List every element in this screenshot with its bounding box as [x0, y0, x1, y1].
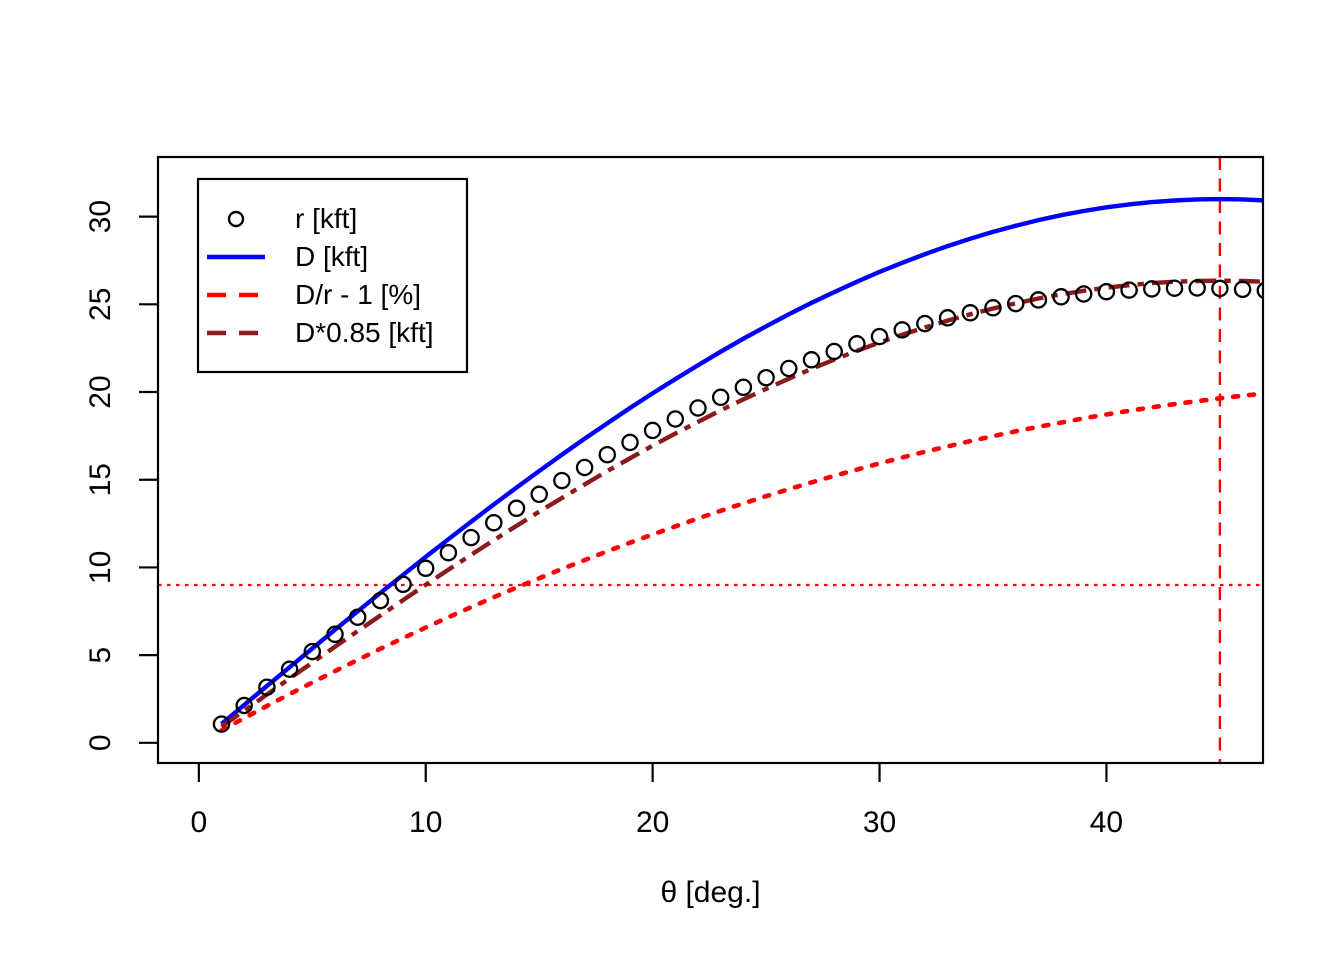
series-points-r-kft-: [212, 279, 1263, 733]
y-axis-tick-label: 5: [84, 647, 117, 664]
data-point-circle: [575, 458, 594, 477]
data-point-circle: [870, 327, 889, 346]
legend-box: [196, 177, 469, 374]
data-point-circle: [462, 528, 480, 547]
legend-entry: D/r - 1 [%]: [207, 279, 421, 310]
x-axis-tick-label: 20: [636, 806, 669, 839]
y-axis-tick-label: 20: [84, 375, 117, 408]
y-axis-tick-label: 0: [84, 734, 117, 751]
legend-label: D [kft]: [295, 241, 368, 272]
data-point-circle: [1052, 288, 1070, 306]
legend-entry: r [kft]: [227, 203, 357, 234]
legend: r [kft] D [kft] D/r - 1 [%] D*0.85 [kft]: [196, 177, 469, 374]
series-line-d-r-1-: [219, 391, 1263, 733]
data-point-circle: [507, 499, 526, 518]
legend-label: D*0.85 [kft]: [295, 317, 434, 348]
x-axis: 0 10 20 30 40: [190, 763, 1123, 839]
data-point-circle: [780, 359, 798, 378]
data-point-circle: [621, 433, 639, 452]
legend-label: D/r - 1 [%]: [295, 279, 421, 310]
data-point-circle: [394, 575, 412, 594]
data-point-circle: [280, 660, 299, 678]
data-point-circle: [1097, 282, 1116, 301]
data-point-circle: [802, 351, 821, 369]
data-point-circle: [1006, 294, 1025, 313]
data-point-circle: [326, 625, 344, 644]
data-point-circle: [848, 335, 866, 353]
data-point-circle: [961, 304, 980, 322]
data-point-circle: [938, 309, 957, 327]
data-point-circle: [734, 378, 753, 397]
data-point-circle: [1074, 285, 1093, 303]
data-point-circle: [303, 642, 322, 661]
x-axis-tick-label: 30: [863, 806, 896, 839]
data-point-circle: [893, 321, 911, 339]
data-point-circle: [439, 543, 458, 562]
plot-area-border: [156, 155, 1265, 765]
x-axis-tick-label: 10: [409, 806, 442, 839]
legend-entry: D*0.85 [kft]: [207, 317, 434, 348]
data-point-circle: [1233, 280, 1252, 299]
data-point-circle: [1256, 282, 1263, 299]
data-point-circle: [212, 715, 231, 733]
data-point-circle: [553, 471, 571, 490]
data-point-circle: [258, 678, 276, 696]
legend-label: r [kft]: [295, 203, 357, 234]
data-point-circle: [916, 314, 934, 333]
data-point-circle: [825, 342, 843, 361]
data-point-circle: [689, 399, 707, 417]
y-axis-tick-label: 25: [84, 288, 117, 321]
data-point-circle: [1188, 279, 1206, 297]
y-axis: 0 5 10 15 20 25 30: [84, 200, 158, 751]
data-point-circle: [711, 388, 730, 407]
x-axis-tick-label: 0: [190, 806, 207, 839]
data-point-circle: [1211, 279, 1229, 298]
x-axis-title: θ [deg.]: [660, 876, 760, 909]
data-point-circle: [371, 591, 390, 610]
data-point-circle: [485, 513, 503, 532]
y-axis-tick-label: 15: [84, 463, 117, 496]
data-point-circle: [598, 445, 617, 464]
data-point-circle: [348, 608, 367, 626]
y-axis-tick-label: 30: [84, 200, 117, 233]
data-point-circle: [416, 559, 435, 578]
data-point-circle: [666, 410, 685, 428]
data-point-circle: [530, 485, 548, 504]
data-point-circle: [984, 299, 1002, 317]
plot-area: [158, 157, 1263, 763]
series-line-d-0-85-kft-: [220, 278, 1263, 729]
data-point-circle: [1165, 279, 1184, 297]
data-point-circle: [1029, 291, 1048, 309]
y-axis-tick-label: 10: [84, 551, 117, 584]
x-axis-tick-label: 40: [1090, 806, 1123, 839]
data-point-circle: [1143, 280, 1161, 298]
data-point-circle: [1120, 281, 1138, 299]
data-point-circle: [235, 696, 253, 715]
data-point-circle: [643, 421, 662, 440]
legend-entry: D [kft]: [207, 241, 368, 272]
legend-swatch-circle: [227, 210, 245, 228]
data-point-circle: [757, 368, 775, 387]
